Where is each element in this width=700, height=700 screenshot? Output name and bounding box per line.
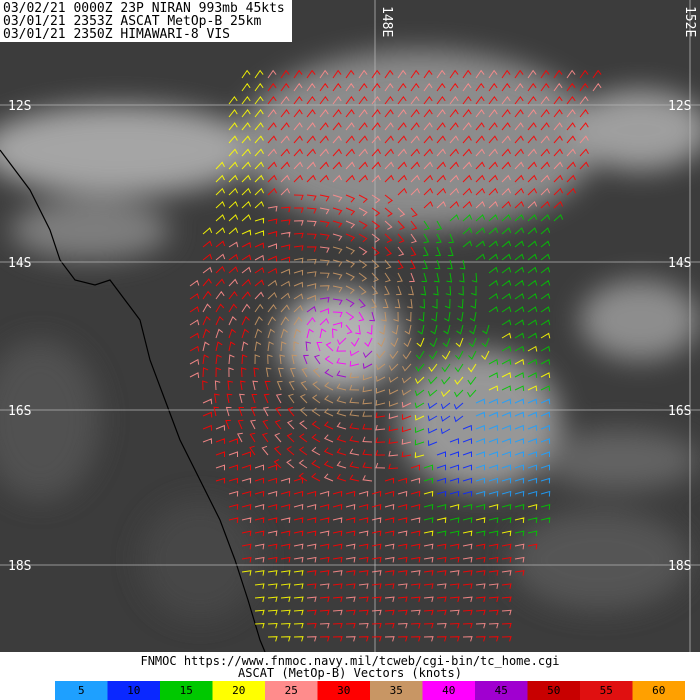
wind-barb-set (189, 69, 602, 642)
legend-label: 40 (442, 684, 455, 697)
wind-barb-set (306, 308, 373, 367)
wind-barb-set (189, 69, 602, 642)
legend-label: 25 (285, 684, 298, 697)
legend-swatch (107, 681, 160, 700)
footer-line: ASCAT (MetOp-B) Vectors (knots) (238, 666, 462, 680)
wind-barb-set (302, 296, 376, 378)
legend-swatch (527, 681, 580, 700)
legend-swatch (422, 681, 475, 700)
lon-label: 152E (682, 6, 697, 37)
header-box (0, 0, 292, 42)
wind-barb-set (427, 402, 473, 497)
legend-label: 5 (78, 684, 85, 697)
header-line: 03/01/21 2350Z HIMAWARI-8 VIS (3, 27, 230, 42)
legend-swatch (475, 681, 528, 700)
legend-swatch (55, 681, 108, 700)
legend-label: 60 (652, 684, 665, 697)
legend-swatch (632, 681, 685, 700)
footer-line: FNMOC https://www.fnmoc.navy.mil/tcweb/c… (140, 654, 559, 668)
lat-label: 14S (8, 256, 31, 271)
lat-label: 16S (668, 404, 691, 419)
wind-barb-set (414, 214, 564, 537)
coastline (0, 149, 266, 652)
legend-swatch (160, 681, 213, 700)
lat-label: 16S (8, 404, 31, 419)
legend-swatch (580, 681, 633, 700)
legend-label: 45 (495, 684, 508, 697)
lat-label: 18S (8, 559, 31, 574)
lat-label: 14S (668, 256, 691, 271)
legend-swatch (370, 681, 423, 700)
wind-barb-set (202, 69, 551, 642)
legend-label: 20 (232, 684, 245, 697)
lon-label: 148E (379, 6, 394, 37)
legend-label: 55 (600, 684, 613, 697)
imagery (0, 0, 700, 652)
legend: 5 10 15 20 25 30 35 40 45 50 55 60 (55, 681, 685, 700)
legend-label: 15 (180, 684, 193, 697)
wind-barb-set (254, 246, 414, 417)
lat-label: 12S (8, 99, 31, 114)
legend-label: 10 (127, 684, 140, 697)
legend-swatch (265, 681, 318, 700)
wind-barbs (189, 69, 602, 642)
header-line: 03/02/21 0000Z 23P NIRAN 993mb 45kts (3, 1, 285, 16)
header-line: 03/01/21 2353Z ASCAT MetOp-B 25km (3, 14, 261, 29)
legend-swatch (212, 681, 265, 700)
lat-label: 18S (668, 559, 691, 574)
wind-barb-set (475, 398, 551, 497)
lat-label: 12S (668, 99, 691, 114)
legend-swatch (317, 681, 370, 700)
legend-label: 50 (547, 684, 560, 697)
lat-labels: 12S 12S 14S 14S 16S 16S 18S 18S 148E 152… (8, 6, 697, 574)
legend-label: 30 (337, 684, 350, 697)
legend-label: 35 (390, 684, 403, 697)
